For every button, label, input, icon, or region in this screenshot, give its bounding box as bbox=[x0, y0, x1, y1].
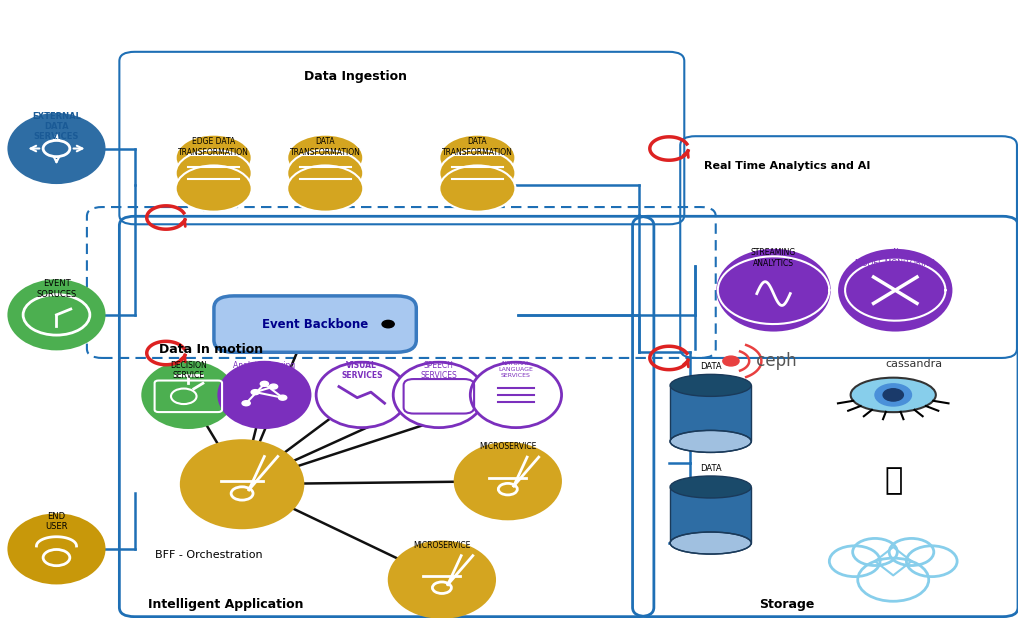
Ellipse shape bbox=[317, 362, 407, 428]
Ellipse shape bbox=[670, 375, 751, 396]
Ellipse shape bbox=[219, 362, 310, 428]
Text: SPEECH
SERVICES: SPEECH SERVICES bbox=[420, 361, 457, 381]
Bar bbox=[670, 386, 751, 441]
Text: DATA
TRANSFORMATION: DATA TRANSFORMATION bbox=[290, 137, 360, 157]
Text: STREAMING
ANALYTICS: STREAMING ANALYTICS bbox=[751, 248, 796, 268]
Text: 🐘: 🐘 bbox=[884, 467, 902, 496]
Ellipse shape bbox=[176, 150, 251, 197]
Text: DATA
TRANSFORMATION: DATA TRANSFORMATION bbox=[442, 137, 513, 157]
Ellipse shape bbox=[9, 515, 104, 583]
Ellipse shape bbox=[670, 532, 751, 554]
Ellipse shape bbox=[840, 250, 951, 330]
Circle shape bbox=[723, 356, 739, 366]
Ellipse shape bbox=[9, 281, 104, 349]
Text: Event Backbone: Event Backbone bbox=[262, 318, 369, 331]
Ellipse shape bbox=[181, 441, 303, 528]
Text: Real Time Analytics and AI: Real Time Analytics and AI bbox=[703, 161, 870, 171]
Ellipse shape bbox=[143, 362, 234, 428]
Text: EXTERNAL
DATA
SERVICES: EXTERNAL DATA SERVICES bbox=[32, 112, 80, 142]
Ellipse shape bbox=[670, 430, 751, 452]
Circle shape bbox=[883, 389, 903, 401]
Ellipse shape bbox=[389, 542, 495, 617]
Ellipse shape bbox=[176, 166, 251, 211]
Text: Intelligent Application: Intelligent Application bbox=[148, 598, 303, 611]
Circle shape bbox=[279, 395, 287, 400]
Ellipse shape bbox=[9, 114, 104, 183]
Text: Data In motion: Data In motion bbox=[159, 342, 263, 355]
Text: EDGE DATA
TRANSFORMATION: EDGE DATA TRANSFORMATION bbox=[178, 137, 249, 157]
Circle shape bbox=[251, 389, 260, 395]
Text: Storage: Storage bbox=[759, 598, 814, 611]
Ellipse shape bbox=[851, 378, 936, 412]
Text: MICROSERVICE: MICROSERVICE bbox=[479, 442, 536, 451]
Ellipse shape bbox=[440, 135, 515, 181]
Ellipse shape bbox=[470, 362, 562, 428]
Circle shape bbox=[242, 400, 250, 406]
Ellipse shape bbox=[287, 166, 363, 211]
Ellipse shape bbox=[287, 150, 363, 197]
Text: END
USER: END USER bbox=[45, 512, 68, 531]
FancyBboxPatch shape bbox=[214, 296, 416, 352]
Text: NATURAL
LANGUAGE
SERVICES: NATURAL LANGUAGE SERVICES bbox=[499, 361, 533, 378]
Text: DECISION
SERVICE: DECISION SERVICE bbox=[170, 361, 207, 381]
Text: MICROSERVICE: MICROSERVICE bbox=[413, 541, 470, 550]
Ellipse shape bbox=[670, 476, 751, 498]
Text: AI
MODEL MONITORING: AI MODEL MONITORING bbox=[855, 248, 936, 268]
Ellipse shape bbox=[287, 135, 363, 181]
Text: Analytic Scoring: Analytic Scoring bbox=[233, 361, 295, 370]
Text: cassandra: cassandra bbox=[885, 359, 942, 369]
Ellipse shape bbox=[176, 135, 251, 181]
Circle shape bbox=[270, 384, 278, 389]
Bar bbox=[670, 487, 751, 543]
Ellipse shape bbox=[440, 166, 515, 211]
Text: ceph: ceph bbox=[751, 352, 797, 370]
Text: EVENT
SORUCES: EVENT SORUCES bbox=[37, 279, 76, 298]
Ellipse shape bbox=[393, 362, 485, 428]
Text: DATA: DATA bbox=[699, 464, 722, 473]
Text: VISUAL
SERVICES: VISUAL SERVICES bbox=[341, 361, 383, 381]
Circle shape bbox=[382, 320, 394, 328]
Ellipse shape bbox=[455, 443, 561, 519]
Text: DATA: DATA bbox=[699, 362, 722, 371]
Ellipse shape bbox=[718, 250, 830, 330]
Ellipse shape bbox=[440, 150, 515, 197]
Text: Data Ingestion: Data Ingestion bbox=[304, 70, 407, 83]
Text: BFF - Orchestration: BFF - Orchestration bbox=[155, 550, 263, 560]
Circle shape bbox=[875, 384, 911, 406]
Circle shape bbox=[261, 381, 269, 386]
